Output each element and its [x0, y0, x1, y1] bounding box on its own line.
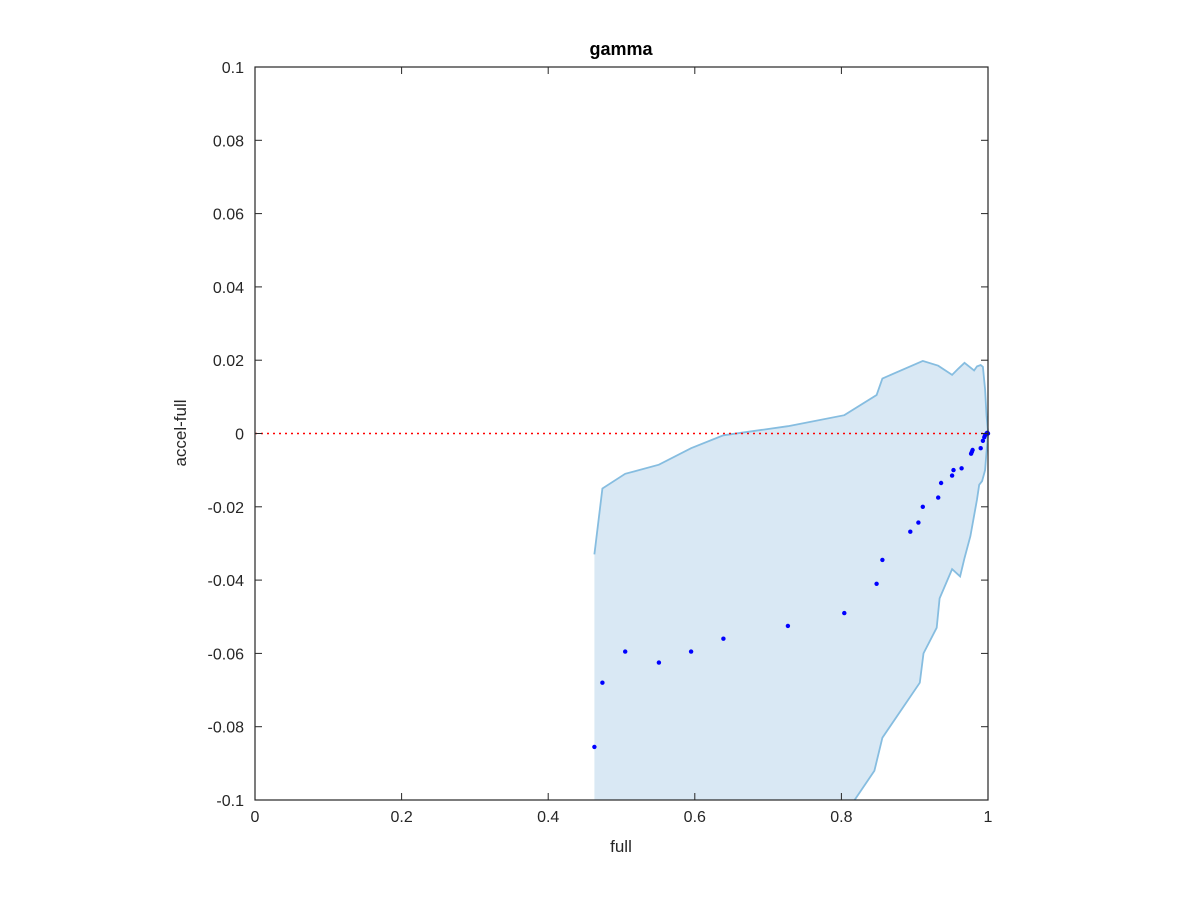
data-point [980, 438, 986, 443]
y-tick-label: 0.06 [213, 207, 244, 224]
data-point [916, 520, 921, 525]
y-tick-label: 0.02 [213, 353, 244, 370]
y-tick-label: 0 [235, 427, 244, 444]
data-point [970, 447, 975, 453]
data-point [874, 581, 879, 586]
data-point [951, 467, 956, 473]
y-tick-label: 0.1 [222, 60, 244, 77]
y-tick-label: 0.04 [213, 280, 244, 297]
band-fill [594, 360, 988, 800]
x-tick-label: 0.2 [390, 809, 412, 826]
x-tick-label: 0.6 [684, 809, 706, 826]
chart-title: gamma [589, 39, 653, 59]
y-tick-label: 0.08 [213, 133, 244, 150]
data-point [623, 649, 628, 654]
data-point [938, 480, 944, 486]
data-point [978, 446, 983, 451]
band-lower-edge [853, 435, 989, 801]
data-point [959, 466, 964, 471]
data-point [842, 610, 847, 616]
y-tick-label: -0.08 [208, 720, 245, 737]
data-point [656, 660, 662, 665]
y-tick-label: -0.1 [216, 793, 244, 810]
x-tick-label: 0.4 [537, 809, 559, 826]
y-tick-label: -0.06 [208, 646, 245, 663]
axes [254, 66, 989, 801]
data-point [592, 744, 597, 750]
data-point [920, 504, 925, 509]
x-tick-label: 1 [984, 809, 993, 826]
confidence-band [593, 359, 989, 801]
data-point [949, 473, 955, 478]
tick-labels: 0 0.2 0.4 0.6 0.8 1 -0.1 -0.08 -0.06 -0.04 -0.02 0 0… [208, 60, 993, 826]
x-tick-label: 0 [251, 809, 260, 826]
data-point [936, 495, 941, 500]
x-axis-label: full [610, 837, 632, 856]
data-point [785, 623, 791, 629]
y-tick-label: -0.02 [208, 500, 245, 517]
y-axis-label: accel-full [171, 399, 190, 466]
x-tick-label: 0.8 [830, 809, 852, 826]
data-point [908, 529, 913, 534]
data-point [600, 680, 605, 685]
data-point [721, 636, 726, 641]
data-point [880, 557, 885, 563]
band-upper-edge [593, 359, 989, 555]
data-point [688, 649, 694, 654]
y-tick-label: -0.04 [208, 573, 245, 590]
